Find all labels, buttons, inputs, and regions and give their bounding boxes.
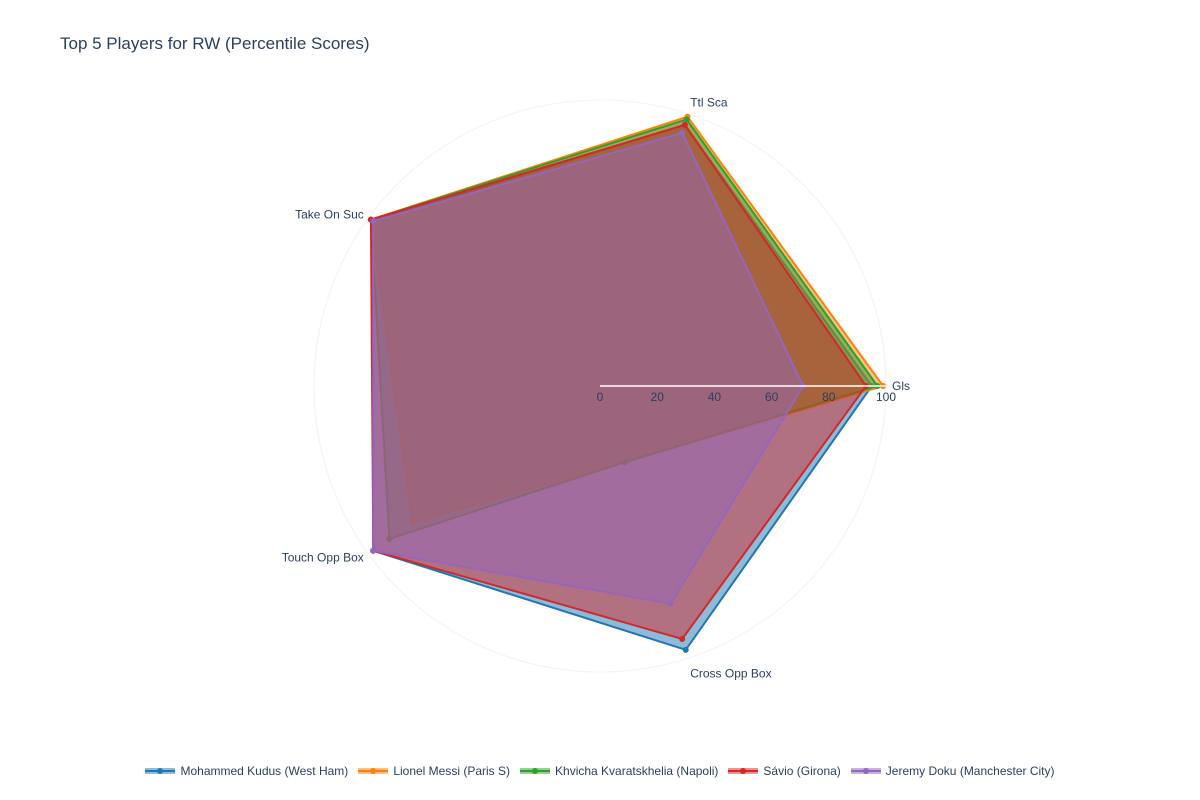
data-point[interactable] — [681, 121, 688, 128]
data-point[interactable] — [679, 130, 686, 137]
legend-swatch — [850, 766, 881, 776]
axis-label: Take On Suc — [295, 207, 364, 221]
legend: Mohammed Kudus (West Ham) Lionel Messi (P… — [0, 764, 1200, 778]
radial-tick-label: 60 — [765, 390, 779, 404]
axis-label: Cross Opp Box — [690, 667, 771, 681]
angular-axis-labels: Gls Ttl Sca Take On Suc Touch Opp Box Cross … — [282, 95, 910, 680]
axis-label: Gls — [892, 379, 910, 393]
legend-swatch — [728, 766, 759, 776]
legend-item[interactable]: Jeremy Doku (Manchester City) — [850, 764, 1055, 778]
data-point[interactable] — [370, 218, 377, 225]
radial-axis: 0 20 40 60 80 100 — [597, 385, 896, 404]
chart-title: Top 5 Players for RW (Percentile Scores) — [60, 34, 370, 53]
axis-label: Ttl Sca — [690, 95, 728, 109]
legend-item[interactable]: Sávio (Girona) — [728, 764, 841, 778]
legend-swatch — [358, 766, 389, 776]
radial-tick-label: 100 — [876, 390, 896, 404]
legend-label: Sávio (Girona) — [763, 764, 841, 778]
axis-label: Touch Opp Box — [282, 551, 364, 565]
radial-tick-label: 0 — [597, 390, 604, 404]
legend-swatch — [520, 766, 551, 776]
series-5[interactable] — [370, 130, 807, 607]
legend-label: Mohammed Kudus (West Ham) — [180, 764, 349, 778]
legend-item[interactable]: Khvicha Kvaratskhelia (Napoli) — [520, 764, 718, 778]
data-point[interactable] — [679, 635, 686, 642]
legend-item[interactable]: Mohammed Kudus (West Ham) — [145, 764, 348, 778]
data-point[interactable] — [370, 547, 377, 554]
radial-tick-label: 80 — [822, 390, 836, 404]
radial-tick-label: 20 — [651, 390, 665, 404]
series-area[interactable] — [372, 132, 805, 605]
data-point[interactable] — [667, 600, 674, 607]
radial-tick-label: 40 — [708, 390, 722, 404]
legend-label: Khvicha Kvaratskhelia (Napoli) — [555, 764, 719, 778]
legend-label: Lionel Messi (Paris S) — [393, 764, 511, 778]
data-point[interactable] — [683, 116, 690, 123]
legend-item[interactable]: Lionel Messi (Paris S) — [358, 764, 510, 778]
series-layer — [367, 113, 887, 653]
legend-label: Jeremy Doku (Manchester City) — [885, 764, 1055, 778]
legend-swatch — [145, 766, 176, 776]
data-point[interactable] — [682, 646, 689, 653]
